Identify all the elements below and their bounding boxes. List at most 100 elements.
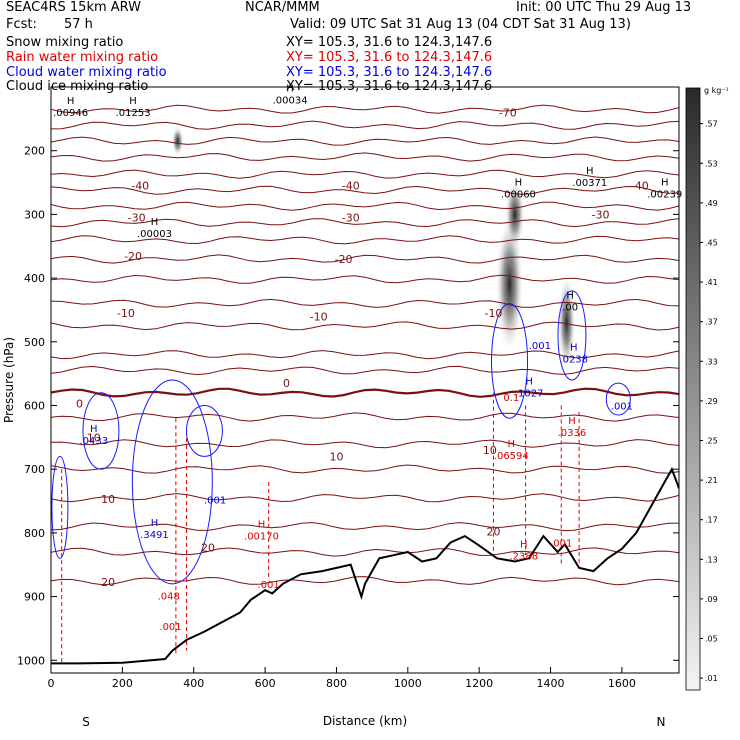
max-marker-h: H <box>568 416 576 427</box>
colorbar-label: .45 <box>705 238 718 247</box>
max-marker-value: .0433 <box>79 436 108 447</box>
colorbar-label: .49 <box>705 199 718 208</box>
cloud-contour-2 <box>185 404 223 457</box>
max-marker-h: H <box>525 376 533 387</box>
y-tick-label: 600 <box>24 399 45 412</box>
init-time: Init: 00 UTC Thu 29 Aug 13 <box>516 0 692 15</box>
legend-rain-label: Rain water mixing ratio <box>6 50 159 65</box>
max-marker-value: .00060 <box>501 190 536 201</box>
isotherm-label: 20 <box>201 542 215 555</box>
y-tick-label: 300 <box>24 208 45 221</box>
isotherm-label: 10 <box>483 444 497 457</box>
isotherm-label: 10 <box>87 431 101 444</box>
model-name: SEAC4RS 15km ARW <box>6 0 142 15</box>
x-tick-label: 200 <box>112 677 133 690</box>
isotherm-14 <box>51 365 679 376</box>
isotherm-7 <box>51 218 679 228</box>
isotherm-label: -40 <box>342 180 360 193</box>
south-endpoint: S <box>82 715 90 729</box>
colorbar-label: .25 <box>705 436 718 445</box>
y-tick-label: 200 <box>24 145 45 158</box>
legend-rain-xy: XY= 105.3, 31.6 to 124.3,147.6 <box>286 50 493 65</box>
y-axis-label: Pressure (hPa) <box>2 337 16 423</box>
y-tick-label: 500 <box>24 336 45 349</box>
max-marker-h: H <box>570 343 578 354</box>
isotherm-4 <box>51 169 679 179</box>
x-tick-label: 1600 <box>608 677 636 690</box>
snow-shade-2 <box>557 274 576 371</box>
colorbar-unit: g kg⁻¹ <box>704 86 729 95</box>
max-marker-h: H <box>151 217 159 228</box>
isotherm-label: -40 <box>631 180 649 193</box>
max-marker-h: H <box>67 96 75 107</box>
isotherm-label: -20 <box>124 250 142 263</box>
north-endpoint: N <box>657 715 666 729</box>
isotherm-label: -40 <box>131 180 149 193</box>
max-marker-h: H <box>508 439 516 450</box>
max-marker-h: H <box>129 96 137 107</box>
max-marker-value: .00239 <box>647 190 682 201</box>
isotherm-8 <box>51 235 679 245</box>
max-marker-value: .2388 <box>509 551 538 562</box>
max-marker-h: H <box>151 518 159 529</box>
cloud-contour-1 <box>131 379 213 585</box>
max-marker-value: .0238 <box>559 355 588 366</box>
max-marker-value: .00034 <box>273 95 308 106</box>
x-tick-label: 800 <box>326 677 347 690</box>
isotherm-21 <box>51 547 679 557</box>
y-tick-label: 700 <box>24 463 45 476</box>
isotherm-22 <box>51 576 679 586</box>
max-marker-h: H <box>586 166 594 177</box>
isotherm-10 <box>51 274 679 284</box>
isotherm-label: -70 <box>499 106 517 119</box>
max-marker-value: .06594 <box>494 451 529 462</box>
isotherm-17 <box>51 439 679 449</box>
snow-shade-0 <box>495 214 524 355</box>
isotherm-20 <box>51 522 679 532</box>
isotherm-0 <box>51 104 679 114</box>
colorbar-label: .17 <box>705 516 718 525</box>
isotherm-label: 10 <box>101 493 115 506</box>
legend-cloud-water-xy: XY= 105.3, 31.6 to 124.3,147.6 <box>286 65 493 80</box>
contour-label: .001 <box>611 401 633 412</box>
isotherm-3 <box>51 152 679 162</box>
y-tick-label: 1000 <box>17 654 45 667</box>
max-marker-h: H <box>90 424 98 435</box>
cloud-contour-0 <box>82 392 120 470</box>
isotherm-16 <box>51 412 679 422</box>
colorbar-label: .01 <box>705 674 718 683</box>
max-marker-value: .00946 <box>53 108 88 119</box>
cloud-contour-4 <box>557 290 587 381</box>
max-marker-value: .00371 <box>572 178 607 189</box>
legend-snow-xy: XY= 105.3, 31.6 to 124.3,147.6 <box>286 35 493 50</box>
contour-label: .001 <box>529 341 551 352</box>
max-marker-h: H <box>258 520 266 531</box>
colorbar-label: .37 <box>705 318 718 327</box>
isotherm-label: -30 <box>342 212 360 225</box>
max-marker-h: H <box>566 290 574 301</box>
isotherm-19 <box>51 493 679 503</box>
isotherm-label: -30 <box>128 212 146 225</box>
legend-cloud-water-label: Cloud water mixing ratio <box>6 65 167 80</box>
max-marker-h: H <box>286 83 294 94</box>
max-marker-value: .0336 <box>558 428 587 439</box>
isotherm-1 <box>51 120 679 130</box>
x-tick-label: 1000 <box>394 677 422 690</box>
cloud-contour-6 <box>51 455 69 559</box>
colorbar-label: .05 <box>705 635 718 644</box>
colorbar-ramp <box>685 87 701 691</box>
colorbar-label: .53 <box>705 159 718 168</box>
isotherm-label: 10 <box>329 450 343 463</box>
isotherm-label: -10 <box>310 310 328 323</box>
valid-time: Valid: 09 UTC Sat 31 Aug 13 (04 CDT Sat … <box>290 17 631 32</box>
isotherm-label: 20 <box>101 576 115 589</box>
isotherm-12 <box>51 321 679 331</box>
forecast-label: Fcst: <box>6 17 37 32</box>
colorbar: .57 .53 .49 .45 .41 .37 .33 .29 .25 .21 .17 .13 .09.… <box>685 87 718 691</box>
rain-water-contours <box>61 392 580 664</box>
x-tick-label: 0 <box>48 677 55 690</box>
plot-frame <box>50 86 680 674</box>
x-tick-label: 400 <box>183 677 204 690</box>
isotherm-5 <box>51 185 679 195</box>
